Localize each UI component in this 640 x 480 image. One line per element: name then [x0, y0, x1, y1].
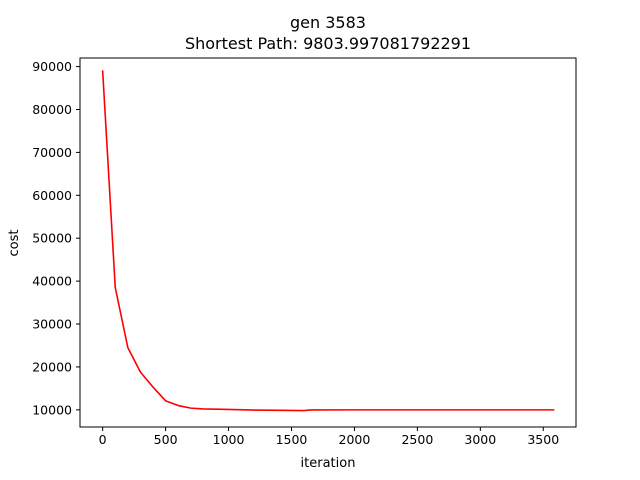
x-tick-label: 2500 — [401, 432, 433, 447]
series-line-cost — [101, 70, 555, 412]
y-axis-ticks: 10000 20000 30000 40000 50000 60000 70000 80000… — [32, 59, 80, 417]
x-axis-ticks: 0 500 1000 1500 2000 2500 3000 3500 — [99, 427, 559, 447]
y-tick-label: 80000 — [32, 102, 72, 117]
x-tick-label: 3500 — [527, 432, 559, 447]
plot-area-frame — [79, 57, 577, 428]
chart-title-line-2: Shortest Path: 9803.997081792291 — [185, 34, 471, 53]
y-tick-label: 60000 — [32, 188, 72, 203]
x-tick-label: 0 — [99, 432, 107, 447]
x-tick-label: 2000 — [339, 432, 371, 447]
x-tick-label: 3000 — [464, 432, 496, 447]
y-tick-label: 30000 — [32, 317, 72, 332]
y-tick-label: 40000 — [32, 274, 72, 289]
y-axis-label: cost — [7, 230, 22, 257]
y-tick-label: 10000 — [32, 402, 72, 417]
x-axis-label: iteration — [301, 456, 356, 471]
x-tick-label: 500 — [154, 432, 178, 447]
y-tick-label: 50000 — [32, 231, 72, 246]
x-tick-label: 1500 — [276, 432, 308, 447]
x-tick-label: 1000 — [213, 432, 245, 447]
y-tick-label: 20000 — [32, 359, 72, 374]
series-layer — [101, 70, 555, 412]
y-tick-label: 90000 — [32, 59, 72, 74]
y-tick-label: 70000 — [32, 145, 72, 160]
chart-title-line-1: gen 3583 — [290, 13, 366, 32]
